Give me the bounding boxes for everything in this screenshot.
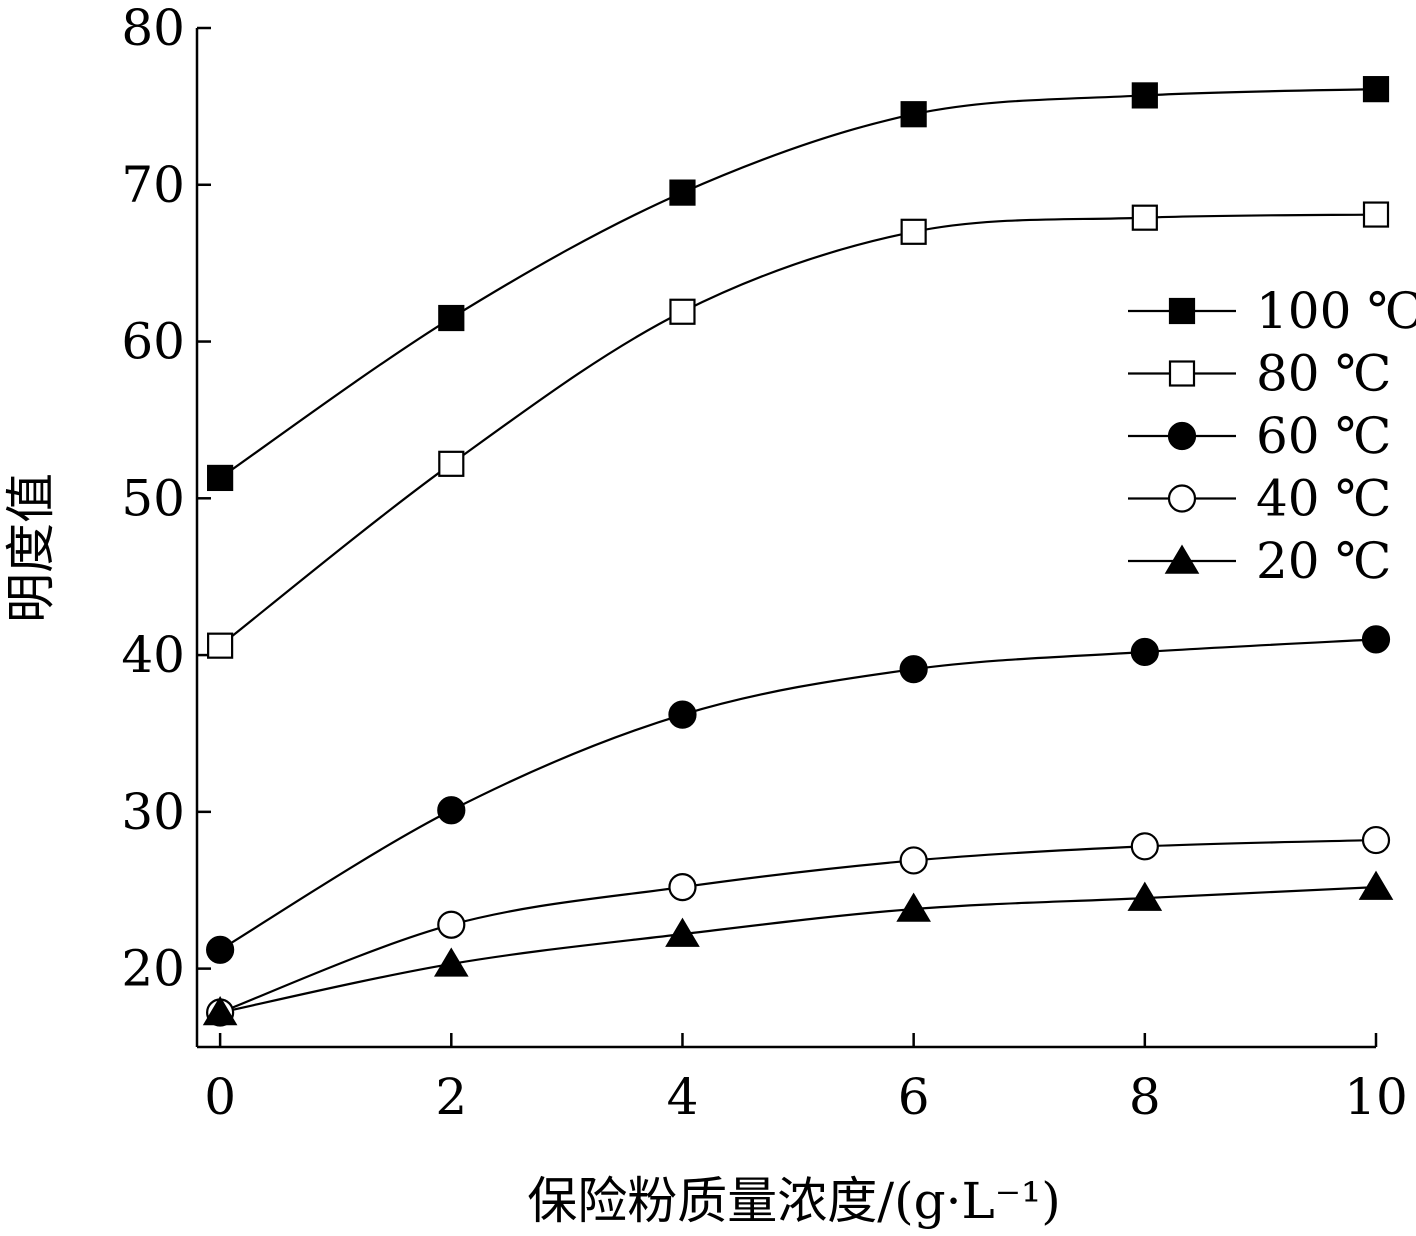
series-line-100 [219,88,1377,479]
series-lines [219,88,1377,1014]
series-markers [202,76,1394,1027]
data-point-20 [896,892,931,922]
legend-item: 60 ℃ [1128,407,1391,465]
x-axis-title: 保险粉质量浓度/(g·L⁻¹) [527,1172,1060,1230]
data-point-20 [1127,881,1163,911]
data-point-20 [665,917,700,947]
data-point-60 [206,935,235,964]
data-point-60 [437,796,466,825]
x-tick-label: 8 [1129,1068,1161,1126]
y-tick-label: 30 [121,783,185,841]
legend: 100 ℃80 ℃60 ℃40 ℃20 ℃ [1128,282,1416,590]
legend-marker [1164,544,1200,574]
x-tick-label: 6 [898,1068,930,1126]
data-point-80 [207,632,234,659]
legend-label: 20 ℃ [1256,532,1391,590]
x-tick-label: 2 [435,1068,467,1126]
legend-item: 100 ℃ [1128,282,1416,340]
y-tick-label: 40 [121,626,185,684]
legend-item: 40 ℃ [1128,470,1391,528]
data-point-100 [207,464,234,492]
data-point-80 [1131,204,1158,231]
y-tick-label: 20 [121,940,185,998]
data-point-40 [437,910,466,939]
data-point-100 [1362,76,1390,103]
legend-label: 40 ℃ [1256,470,1391,528]
data-point-100 [900,101,927,128]
x-tick-label: 0 [204,1068,236,1126]
data-point-60 [1130,637,1159,667]
data-point-80 [900,218,927,245]
series-line-80 [219,213,1377,647]
data-point-100 [669,179,696,206]
data-point-80 [669,298,696,325]
data-point-40 [668,872,697,902]
legend-item: 20 ℃ [1128,532,1391,590]
data-point-80 [438,450,465,477]
y-axis-title: 明度值 [2,473,60,623]
legend-label: 60 ℃ [1256,407,1391,465]
data-point-80 [1362,201,1390,228]
data-point-20 [1358,870,1394,900]
legend-marker [1168,360,1196,387]
y-tick-label: 50 [121,469,185,527]
legend-label: 100 ℃ [1256,282,1416,340]
data-point-40 [1361,825,1391,855]
series-line-40 [219,838,1377,1014]
y-tick-label: 60 [121,313,185,371]
data-point-40 [899,846,928,875]
data-point-20 [433,947,469,977]
x-tick-label: 4 [667,1068,699,1126]
data-point-100 [1131,82,1158,109]
data-point-60 [899,655,928,684]
data-point-100 [438,304,465,332]
legend-item: 80 ℃ [1128,345,1391,403]
legend-marker [1167,484,1197,513]
y-tick-label: 70 [121,156,185,214]
x-tick-label: 10 [1344,1068,1408,1126]
legend-marker [1168,297,1196,325]
series-line-20 [219,885,1377,1014]
series-line-60 [219,638,1377,951]
data-point-40 [1130,832,1159,861]
data-point-60 [668,700,697,729]
data-point-60 [1361,625,1391,654]
y-tick-label: 80 [121,0,185,57]
axes-layer: 20 30 40 50 60 70 80 0 2 4 6 8 10 [121,0,1407,1126]
legend-marker [1167,421,1197,451]
legend-label: 80 ℃ [1256,345,1391,403]
data-point-20 [202,996,238,1026]
